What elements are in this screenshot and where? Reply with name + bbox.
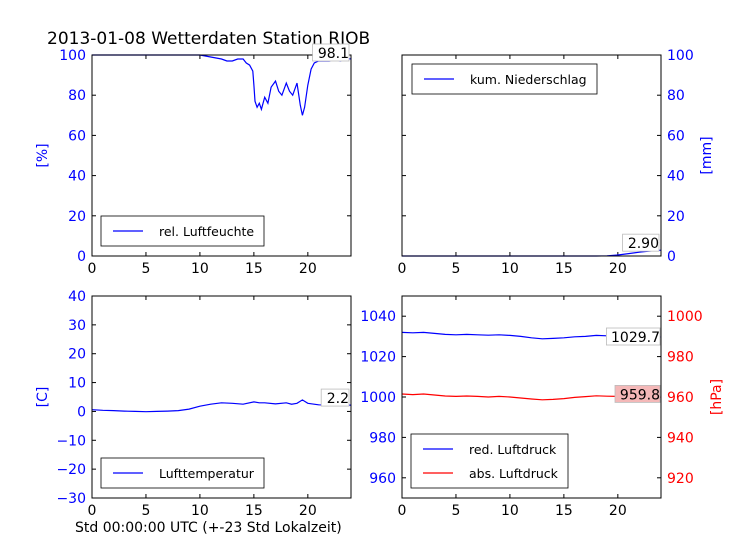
y-tick-label-right: 60 bbox=[667, 128, 685, 144]
x-tick-label: 0 bbox=[398, 503, 407, 519]
y-tick-label: 1040 bbox=[360, 309, 396, 325]
y-tick-label: 30 bbox=[68, 318, 86, 334]
figure-xlabel: Std 00:00:00 UTC (+-23 Std Lokalzeit) bbox=[75, 520, 342, 536]
y-tick-label: 1020 bbox=[360, 350, 396, 366]
x-tick-label: 15 bbox=[555, 261, 573, 277]
y-tick-label-right: 960 bbox=[667, 390, 694, 406]
y-tick-label: 20 bbox=[68, 209, 86, 225]
legend: Lufttemperatur bbox=[100, 457, 265, 489]
legend-label: Lufttemperatur bbox=[159, 466, 255, 481]
x-tick-label: 5 bbox=[141, 503, 150, 519]
x-tick-label: 20 bbox=[609, 503, 627, 519]
annotation-box bbox=[606, 327, 661, 346]
x-tick-label: 15 bbox=[555, 503, 573, 519]
y-tick-label: 80 bbox=[68, 88, 86, 104]
y-tick-label-right: 1000 bbox=[667, 309, 703, 325]
x-tick-label: 10 bbox=[191, 503, 209, 519]
x-tick-label: 0 bbox=[88, 503, 97, 519]
plot-frame bbox=[91, 295, 352, 499]
panel-precipitation: 0 5 10 15 20 0 20 40 60 80 100 [mm] 2.90 kum. Nieders… bbox=[398, 48, 715, 277]
annotation-box bbox=[614, 385, 661, 403]
y-axis-label: [%] bbox=[35, 143, 51, 167]
value-annotation: 2.90 bbox=[628, 236, 659, 252]
legend: rel. Luftfeuchte bbox=[100, 215, 265, 247]
legend-label: red. Luftdruck bbox=[469, 442, 557, 457]
value-annotation: 98.1 bbox=[318, 46, 349, 62]
y-tick-label-right: 80 bbox=[667, 88, 685, 104]
y-tick-label: 0 bbox=[77, 249, 86, 265]
figure-title: 2013-01-08 Wetterdaten Station RJOB bbox=[47, 29, 370, 49]
legend: red. Luftdruck abs. Luftdruck bbox=[410, 433, 569, 489]
x-tick-label: 0 bbox=[88, 261, 97, 277]
y-axis-label: [C] bbox=[35, 387, 51, 408]
y-tick-label: 1000 bbox=[360, 390, 396, 406]
y-tick-label-right: 0 bbox=[667, 249, 676, 265]
panel-pressure: 0 5 10 15 20 960 980 1000 1020 1040 920 940 960 980 10… bbox=[360, 295, 725, 519]
legend-label: rel. Luftfeuchte bbox=[159, 224, 254, 239]
y-tick-label-right: 920 bbox=[667, 471, 694, 487]
x-tick-label: 0 bbox=[398, 261, 407, 277]
x-tick-label: 20 bbox=[299, 261, 317, 277]
y-tick-label: 10 bbox=[68, 376, 86, 392]
y-tick-label: 60 bbox=[68, 128, 86, 144]
y-tick-label: 40 bbox=[68, 169, 86, 185]
y-tick-label: −10 bbox=[56, 433, 86, 449]
annotation-box bbox=[320, 388, 350, 407]
x-tick-label: 5 bbox=[451, 503, 460, 519]
y-tick-label: 960 bbox=[369, 471, 396, 487]
y-tick-label-right: 980 bbox=[667, 350, 694, 366]
series-line-rel-luftfeuchte bbox=[92, 54, 352, 116]
x-tick-label: 10 bbox=[501, 261, 519, 277]
y-axis-label: [mm] bbox=[699, 136, 715, 174]
plot-frame bbox=[401, 54, 662, 257]
value-annotation: 1029.7 bbox=[611, 330, 660, 346]
y-tick-label-right: 100 bbox=[667, 48, 694, 64]
annotation-box bbox=[622, 233, 660, 252]
panel-humidity: 0 5 10 15 20 0 20 40 60 80 100 [%] 98.1 rel. Luftfeuc… bbox=[35, 43, 352, 277]
x-tick-label: 5 bbox=[451, 261, 460, 277]
y-tick-label-right: 40 bbox=[667, 169, 685, 185]
annotation-box bbox=[312, 43, 350, 62]
plot-frame bbox=[401, 295, 662, 499]
x-tick-label: 10 bbox=[501, 503, 519, 519]
y-tick-label: −30 bbox=[56, 491, 86, 507]
y-tick-label: 40 bbox=[68, 289, 86, 305]
plot-frame bbox=[91, 54, 352, 257]
x-tick-label: 10 bbox=[191, 261, 209, 277]
x-tick-label: 20 bbox=[609, 261, 627, 277]
y-tick-label: −20 bbox=[56, 462, 86, 478]
series-line-kum-niederschlag bbox=[402, 249, 662, 257]
y-tick-label: 980 bbox=[369, 430, 396, 446]
legend-label: kum. Niederschlag bbox=[470, 72, 587, 87]
x-tick-label: 15 bbox=[245, 503, 263, 519]
panel-temperature: 0 5 10 15 20 −30 −20 −10 0 10 20 30 40 [C] 2.2 Lufttemp… bbox=[35, 289, 352, 519]
y-tick-label: 0 bbox=[77, 404, 86, 420]
y-tick-label: 20 bbox=[68, 347, 86, 363]
x-tick-label: 20 bbox=[299, 503, 317, 519]
y-tick-label: 100 bbox=[59, 48, 86, 64]
value-annotation: 959.8 bbox=[620, 387, 660, 403]
x-tick-label: 15 bbox=[245, 261, 263, 277]
x-tick-label: 5 bbox=[141, 261, 150, 277]
value-annotation: 2.2 bbox=[327, 391, 349, 407]
legend: kum. Niederschlag bbox=[411, 63, 598, 95]
legend-box bbox=[410, 433, 569, 489]
y-axis-label-right: [hPa] bbox=[709, 379, 725, 415]
y-tick-label-right: 20 bbox=[667, 209, 685, 225]
series-line-lufttemperatur bbox=[91, 399, 351, 413]
legend-label: abs. Luftdruck bbox=[469, 466, 559, 481]
y-tick-label-right: 940 bbox=[667, 430, 694, 446]
